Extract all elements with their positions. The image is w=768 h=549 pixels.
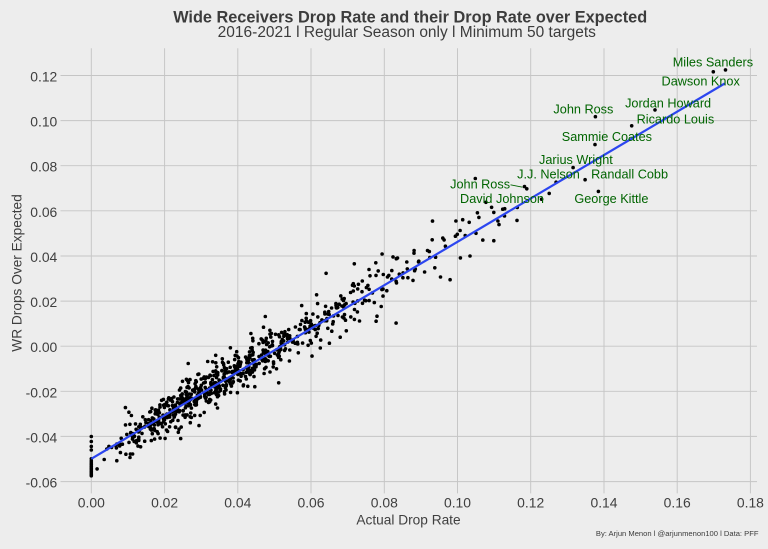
svg-text:0.00: 0.00 <box>78 495 105 511</box>
svg-text:Wide Receivers Drop Rate and t: Wide Receivers Drop Rate and their Drop … <box>173 8 647 26</box>
svg-text:Randall Cobb: Randall Cobb <box>591 167 668 181</box>
svg-text:0.04: 0.04 <box>30 249 57 265</box>
svg-text:0.18: 0.18 <box>737 495 764 511</box>
svg-text:0.12: 0.12 <box>30 69 57 85</box>
svg-text:Ricardo Louis: Ricardo Louis <box>637 112 715 126</box>
svg-text:WR Drops Over Expected: WR Drops Over Expected <box>10 194 25 351</box>
svg-text:David Johnson: David Johnson <box>460 192 544 206</box>
svg-text:By: Arjun Menon l @arjunmenon1: By: Arjun Menon l @arjunmenon100 l Data:… <box>596 529 759 538</box>
svg-text:0.02: 0.02 <box>30 294 57 310</box>
svg-text:2016-2021 l Regular Season onl: 2016-2021 l Regular Season only l Minimu… <box>218 24 596 41</box>
svg-text:-0.04: -0.04 <box>26 429 58 445</box>
svg-text:0.14: 0.14 <box>590 495 617 511</box>
svg-text:0.00: 0.00 <box>30 339 57 355</box>
svg-text:0.06: 0.06 <box>30 204 57 220</box>
svg-text:John Ross: John Ross <box>450 178 510 192</box>
svg-text:Jarius Wright: Jarius Wright <box>539 153 613 167</box>
svg-text:0.06: 0.06 <box>297 495 324 511</box>
svg-text:0.10: 0.10 <box>30 114 57 130</box>
svg-text:Dawson Knox: Dawson Knox <box>662 75 741 89</box>
svg-text:0.08: 0.08 <box>30 159 57 175</box>
svg-text:Jordan Howard: Jordan Howard <box>625 96 711 110</box>
svg-text:0.02: 0.02 <box>151 495 178 511</box>
svg-text:-0.06: -0.06 <box>26 475 58 491</box>
svg-text:J.J. Nelson: J.J. Nelson <box>517 167 580 181</box>
svg-text:0.08: 0.08 <box>371 495 398 511</box>
svg-text:Miles Sanders: Miles Sanders <box>673 56 753 70</box>
svg-text:0.04: 0.04 <box>224 495 251 511</box>
svg-text:0.16: 0.16 <box>664 495 691 511</box>
svg-text:Sammie Coates: Sammie Coates <box>562 130 652 144</box>
svg-text:George Kittle: George Kittle <box>574 192 648 206</box>
svg-text:John Ross: John Ross <box>553 102 613 116</box>
svg-text:-0.02: -0.02 <box>26 384 58 400</box>
svg-text:0.12: 0.12 <box>517 495 544 511</box>
svg-text:0.10: 0.10 <box>444 495 471 511</box>
svg-text:Actual Drop Rate: Actual Drop Rate <box>356 513 460 528</box>
